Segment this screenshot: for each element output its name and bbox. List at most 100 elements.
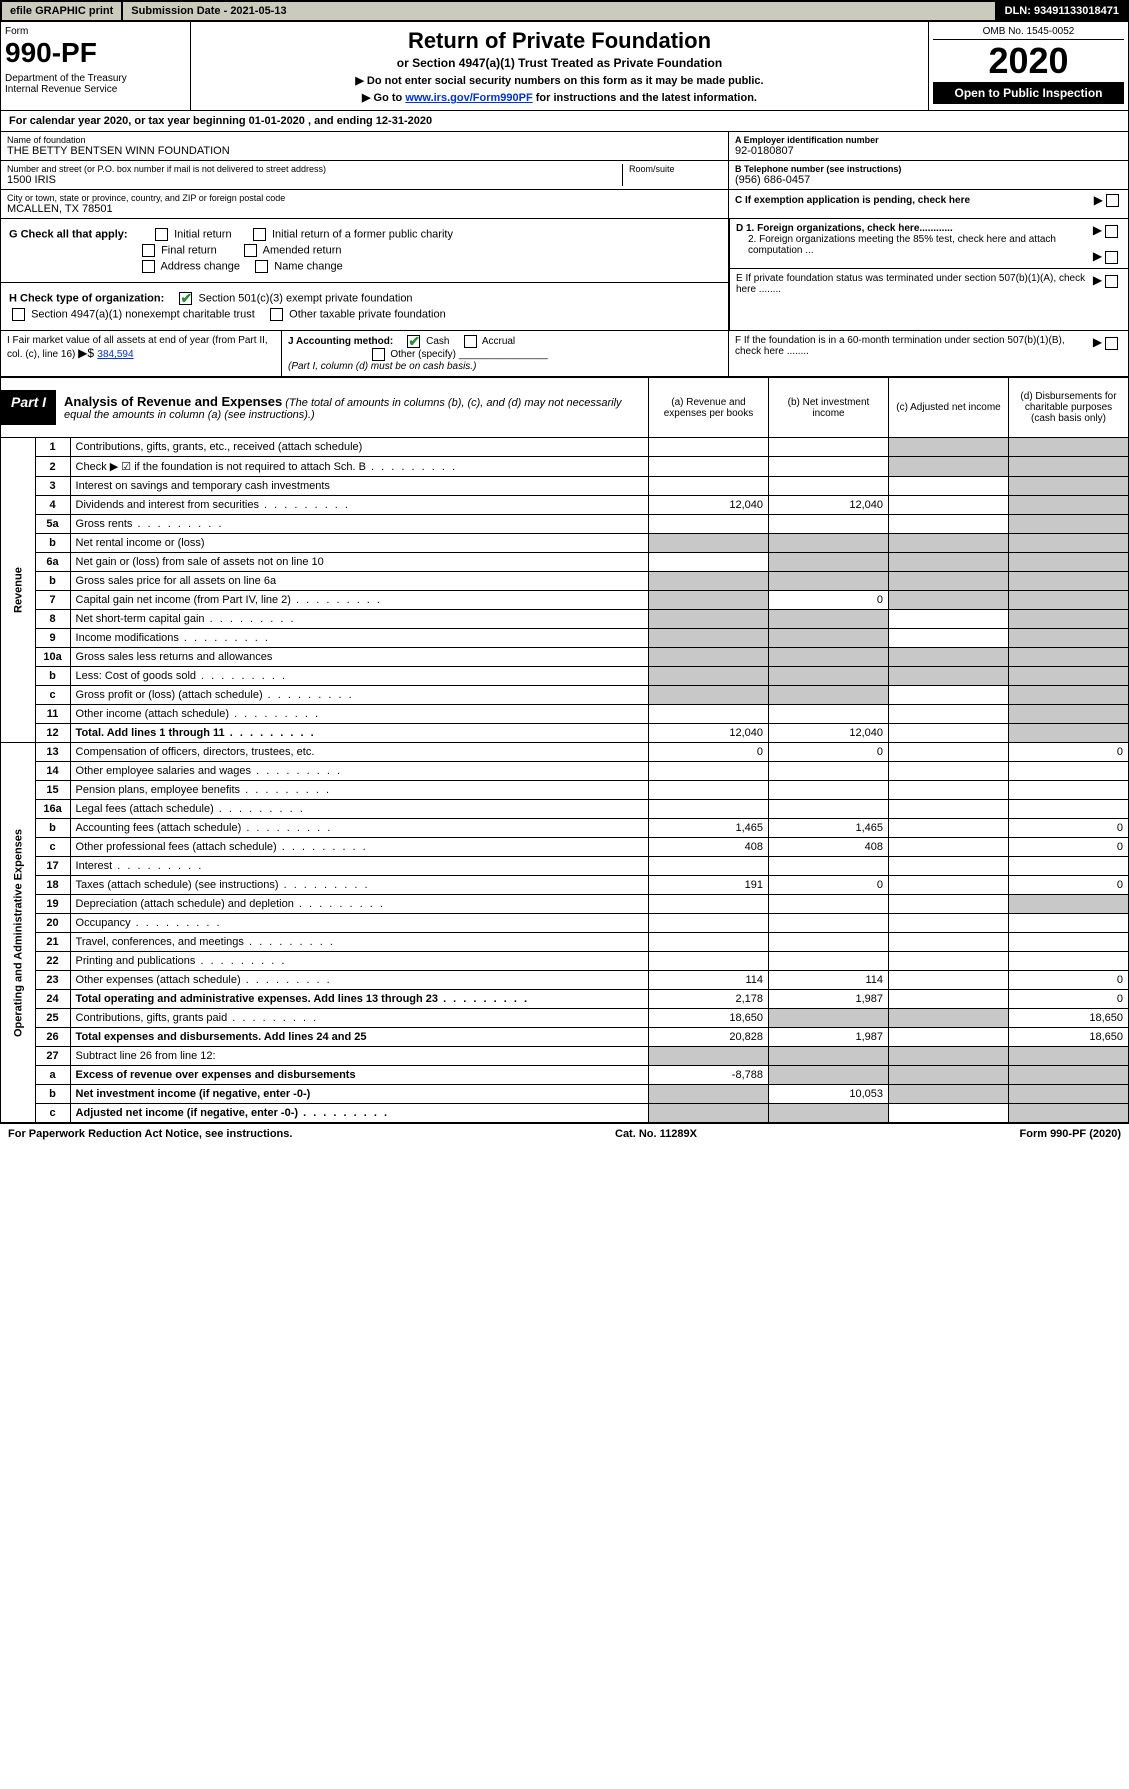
cell-value <box>649 781 769 800</box>
cell-value <box>889 990 1009 1009</box>
col-a-header: (a) Revenue and expenses per books <box>649 378 769 438</box>
cell-shaded <box>889 457 1009 477</box>
table-row: 26Total expenses and disbursements. Add … <box>1 1028 1129 1047</box>
d1-checkbox[interactable] <box>1105 225 1118 238</box>
line-number: 5a <box>35 515 70 534</box>
g3-checkbox[interactable] <box>142 244 155 257</box>
efile-label: efile GRAPHIC print <box>2 2 123 20</box>
note2-suffix: for instructions and the latest informat… <box>533 92 757 104</box>
note2-prefix: ▶ Go to <box>362 92 405 104</box>
h3-checkbox[interactable] <box>270 308 283 321</box>
d2-checkbox[interactable] <box>1105 251 1118 264</box>
cell-value: 114 <box>769 971 889 990</box>
h2-checkbox[interactable] <box>12 308 25 321</box>
ein-label: A Employer identification number <box>735 135 1122 145</box>
cell-value: 1,465 <box>649 819 769 838</box>
cell-shaded <box>1009 686 1129 705</box>
cell-value <box>889 876 1009 895</box>
cell-shaded <box>1009 477 1129 496</box>
line-number: 10a <box>35 648 70 667</box>
cell-shaded <box>1009 648 1129 667</box>
cell-value: 18,650 <box>649 1009 769 1028</box>
cell-shaded <box>889 1066 1009 1085</box>
irs-link[interactable]: www.irs.gov/Form990PF <box>405 92 532 104</box>
line-number: c <box>35 838 70 857</box>
cell-shaded <box>769 572 889 591</box>
cell-value <box>889 1028 1009 1047</box>
line-number: 21 <box>35 933 70 952</box>
j-accrual-checkbox[interactable] <box>464 335 477 348</box>
table-row: 25Contributions, gifts, grants paid18,65… <box>1 1009 1129 1028</box>
cell-value <box>889 743 1009 762</box>
line-number: 8 <box>35 610 70 629</box>
cell-value <box>649 477 769 496</box>
cell-shaded <box>1009 553 1129 572</box>
cell-value: 1,987 <box>769 990 889 1009</box>
j-other-label: Other (specify) <box>390 349 456 360</box>
line-desc: Dividends and interest from securities <box>70 496 648 515</box>
f-checkbox[interactable] <box>1105 337 1118 350</box>
g3-label: Final return <box>161 244 217 256</box>
table-row: cOther professional fees (attach schedul… <box>1 838 1129 857</box>
cell-value <box>1009 781 1129 800</box>
form-note1: ▶ Do not enter social security numbers o… <box>197 74 922 87</box>
cell-shaded <box>769 1009 889 1028</box>
j-accrual-label: Accrual <box>482 336 515 347</box>
ij-section: I Fair market value of all assets at end… <box>0 331 1129 377</box>
i-amount-link[interactable]: 384,594 <box>97 349 133 360</box>
line-number: 20 <box>35 914 70 933</box>
open-public-badge: Open to Public Inspection <box>933 82 1124 104</box>
table-row: 6aNet gain or (loss) from sale of assets… <box>1 553 1129 572</box>
cell-value: 1,987 <box>769 1028 889 1047</box>
line-number: 6a <box>35 553 70 572</box>
g2-checkbox[interactable] <box>253 228 266 241</box>
cell-shaded <box>649 591 769 610</box>
j-cash-checkbox[interactable] <box>407 335 420 348</box>
line-number: a <box>35 1066 70 1085</box>
cell-value: 114 <box>649 971 769 990</box>
line-desc: Total expenses and disbursements. Add li… <box>70 1028 648 1047</box>
c-checkbox[interactable] <box>1106 194 1119 207</box>
table-row: 21Travel, conferences, and meetings <box>1 933 1129 952</box>
cell-shaded <box>1009 591 1129 610</box>
cell-value <box>769 477 889 496</box>
omb-number: OMB No. 1545-0052 <box>933 26 1124 40</box>
g4-checkbox[interactable] <box>244 244 257 257</box>
line-number: 12 <box>35 724 70 743</box>
e-checkbox[interactable] <box>1105 275 1118 288</box>
cell-value: 191 <box>649 876 769 895</box>
h1-label: Section 501(c)(3) exempt private foundat… <box>199 292 413 304</box>
h1-checkbox[interactable] <box>179 292 192 305</box>
cell-value <box>769 515 889 534</box>
cell-shaded <box>1009 534 1129 553</box>
cell-value <box>769 457 889 477</box>
h-label: H Check type of organization: <box>9 292 164 304</box>
table-row: 14Other employee salaries and wages <box>1 762 1129 781</box>
cell-value: 18,650 <box>1009 1028 1129 1047</box>
g5-checkbox[interactable] <box>142 260 155 273</box>
table-row: 8Net short-term capital gain <box>1 610 1129 629</box>
j-other-checkbox[interactable] <box>372 348 385 361</box>
table-row: 7Capital gain net income (from Part IV, … <box>1 591 1129 610</box>
line-desc: Other expenses (attach schedule) <box>70 971 648 990</box>
table-row: 17Interest <box>1 857 1129 876</box>
cell-value <box>649 705 769 724</box>
cell-shaded <box>1009 610 1129 629</box>
g6-checkbox[interactable] <box>255 260 268 273</box>
cell-shaded <box>1009 572 1129 591</box>
g1-checkbox[interactable] <box>155 228 168 241</box>
cell-shaded <box>649 534 769 553</box>
line-desc: Check ▶ ☑ if the foundation is not requi… <box>70 457 648 477</box>
name-label: Name of foundation <box>7 135 722 145</box>
cell-value: 0 <box>1009 743 1129 762</box>
line-number: 11 <box>35 705 70 724</box>
line-desc: Less: Cost of goods sold <box>70 667 648 686</box>
cell-value: 20,828 <box>649 1028 769 1047</box>
cell-value <box>769 438 889 457</box>
cell-value: 0 <box>1009 990 1129 1009</box>
cell-value <box>889 819 1009 838</box>
expenses-side-label: Operating and Administrative Expenses <box>1 743 36 1123</box>
cell-value <box>889 686 1009 705</box>
cell-shaded <box>889 553 1009 572</box>
foundation-info: Name of foundation THE BETTY BENTSEN WIN… <box>0 132 1129 219</box>
